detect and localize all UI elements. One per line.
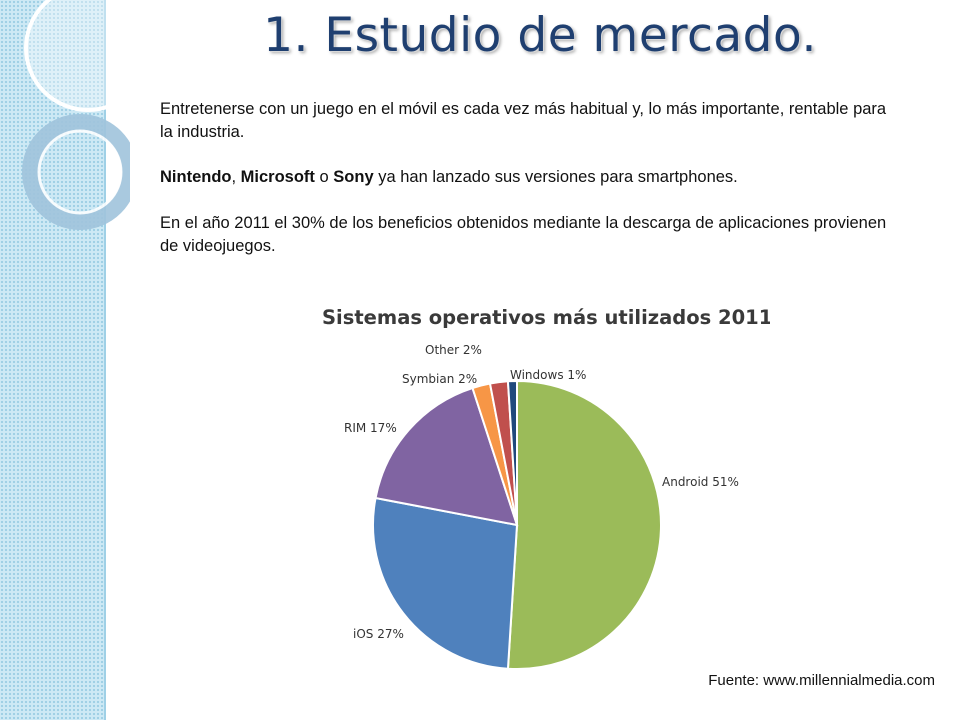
deco-ring-inner xyxy=(37,129,123,215)
brand-nintendo: Nintendo xyxy=(160,168,232,186)
data-label-rim: RIM 17% xyxy=(344,421,397,435)
os-pie-chart: Sistemas operativos más utilizados 2011.… xyxy=(322,306,770,670)
paragraph-companies: Nintendo, Microsoft o Sony ya han lanzad… xyxy=(160,166,900,189)
pie-slice-android xyxy=(506,379,662,670)
data-label-symbian: Symbian 2% xyxy=(402,372,477,386)
data-label-android: Android 51% xyxy=(662,475,739,489)
side-decoration-edge xyxy=(104,0,106,720)
data-label-other: Other 2% xyxy=(425,343,482,357)
chart-title: Sistemas operativos más utilizados 2011. xyxy=(322,306,770,329)
paragraph-industry: Entretenerse con un juego en el móvil es… xyxy=(160,100,887,141)
brand-microsoft: Microsoft xyxy=(240,168,315,186)
deco-ring xyxy=(22,114,130,230)
data-label-windows: Windows 1% xyxy=(510,368,586,382)
pie-slice-rim xyxy=(374,386,519,527)
separator-2: o xyxy=(314,168,334,186)
brand-sony: Sony xyxy=(333,168,374,186)
deco-circle-large xyxy=(24,0,130,112)
pie-slice-windows xyxy=(506,379,518,526)
pie-slice-ios xyxy=(372,496,519,670)
data-label-ios: iOS 27% xyxy=(353,627,404,641)
separator-1: , xyxy=(231,168,241,186)
paragraph-profits: En el año 2011 el 30% de los beneficios … xyxy=(160,214,887,255)
source-citation: Fuente: www.millennialmedia.com xyxy=(708,672,935,689)
paragraph-companies-rest: ya han lanzado sus versiones para smartp… xyxy=(373,168,738,186)
decorative-circles xyxy=(22,0,130,230)
slide-title: 1. Estudio de mercado. xyxy=(263,8,817,63)
